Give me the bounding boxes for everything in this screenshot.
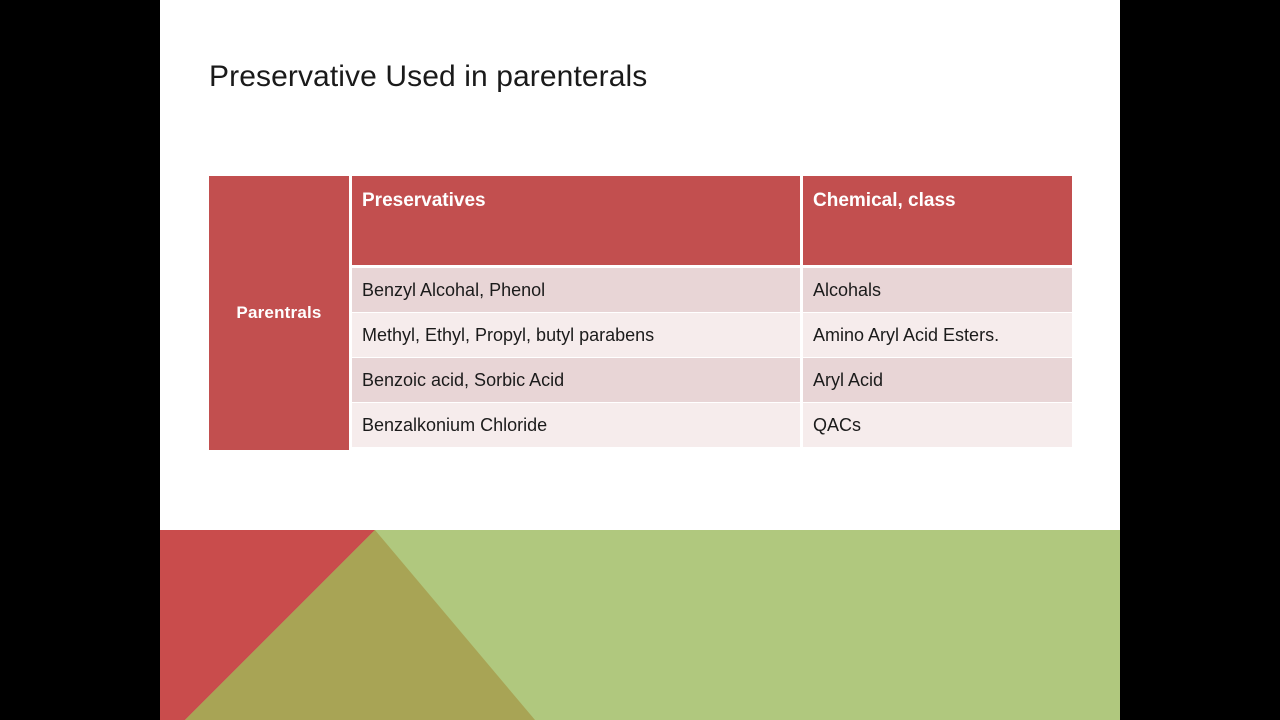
table-row: Benzalkonium Chloride QACs [352,403,1072,447]
table-row: Benzyl Alcohal, Phenol Alcohals [352,268,1072,312]
cell-chemical-class: Aryl Acid [803,358,1072,402]
footer-decorative-graphic [160,530,1120,720]
table-body-columns: Preservatives Chemical, class Benzyl Alc… [352,176,1072,453]
cell-chemical-class: Alcohals [803,268,1072,312]
cell-preservative: Benzyl Alcohal, Phenol [352,268,800,312]
cell-preservative: Benzalkonium Chloride [352,403,800,447]
footer-red-triangle [160,530,375,720]
table-row-label-parentrals: Parentrals [209,176,349,450]
presentation-slide: Preservative Used in parenterals Parentr… [160,0,1120,720]
page-title: Preservative Used in parenterals [209,60,648,93]
footer-olive-triangle [185,530,535,720]
cell-preservative: Benzoic acid, Sorbic Acid [352,358,800,402]
cell-chemical-class: QACs [803,403,1072,447]
table-row: Methyl, Ethyl, Propyl, butyl parabens Am… [352,313,1072,357]
cell-preservative: Methyl, Ethyl, Propyl, butyl parabens [352,313,800,357]
table-header-row: Preservatives Chemical, class [352,176,1072,265]
letterbox-left [0,0,160,720]
table-grid: Parentrals Preservatives Chemical, class… [209,176,1072,453]
table-row: Benzoic acid, Sorbic Acid Aryl Acid [352,358,1072,402]
cell-chemical-class: Amino Aryl Acid Esters. [803,313,1072,357]
preservatives-table: Parentrals Preservatives Chemical, class… [209,176,1072,453]
column-header-chemical-class: Chemical, class [803,176,1072,265]
letterbox-right [1120,0,1280,720]
column-header-preservatives: Preservatives [352,176,800,265]
